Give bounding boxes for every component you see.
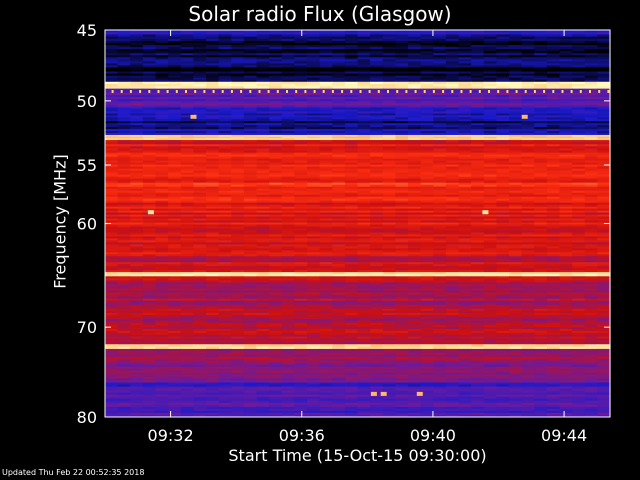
chart-title: Solar radio Flux (Glasgow) [188,2,452,26]
y-tick-label: 70 [77,318,97,337]
plot-area [105,30,611,418]
burst-feature [380,391,387,396]
frequency-band [105,272,611,277]
frequency-band [105,382,611,418]
axes: 45 50 55 60 70 80 09:32 09:36 09:40 09:44 [77,21,611,445]
y-tick-label: 80 [77,408,97,427]
frequency-band [105,30,611,40]
y-tick-label: 60 [77,215,97,234]
x-tick-label: 09:44 [541,426,587,445]
frequency-band [105,276,611,328]
frequency-band [105,140,611,154]
frequency-band [105,134,611,141]
updated-timestamp: Updated Thu Feb 22 00:52:35 2018 [2,468,145,477]
x-tick-label: 09:32 [148,426,194,445]
frequency-band [105,38,611,83]
x-tick-label: 09:36 [279,426,325,445]
frequency-band [105,107,611,136]
y-tick-label: 55 [77,156,97,175]
frequency-band [105,348,611,383]
y-tick-label: 45 [77,21,97,40]
burst-feature [370,391,377,396]
y-tick-label: 50 [77,92,97,111]
y-axis-label: Frequency [MHz] [50,154,70,289]
burst-feature [190,114,197,119]
x-axis-label: Start Time (15-Oct-15 09:30:00) [228,446,487,465]
frequency-band [105,256,611,273]
burst-feature [521,114,528,119]
frequency-band [105,81,611,90]
burst-feature [147,210,154,215]
frequency-band [105,327,611,345]
frequency-band [105,152,611,202]
frequency-band [105,344,611,350]
burst-feature [482,210,489,215]
burst-feature [416,391,423,396]
interference-marks [111,90,610,93]
frequency-band [105,200,611,257]
x-tick-label: 09:40 [410,426,456,445]
